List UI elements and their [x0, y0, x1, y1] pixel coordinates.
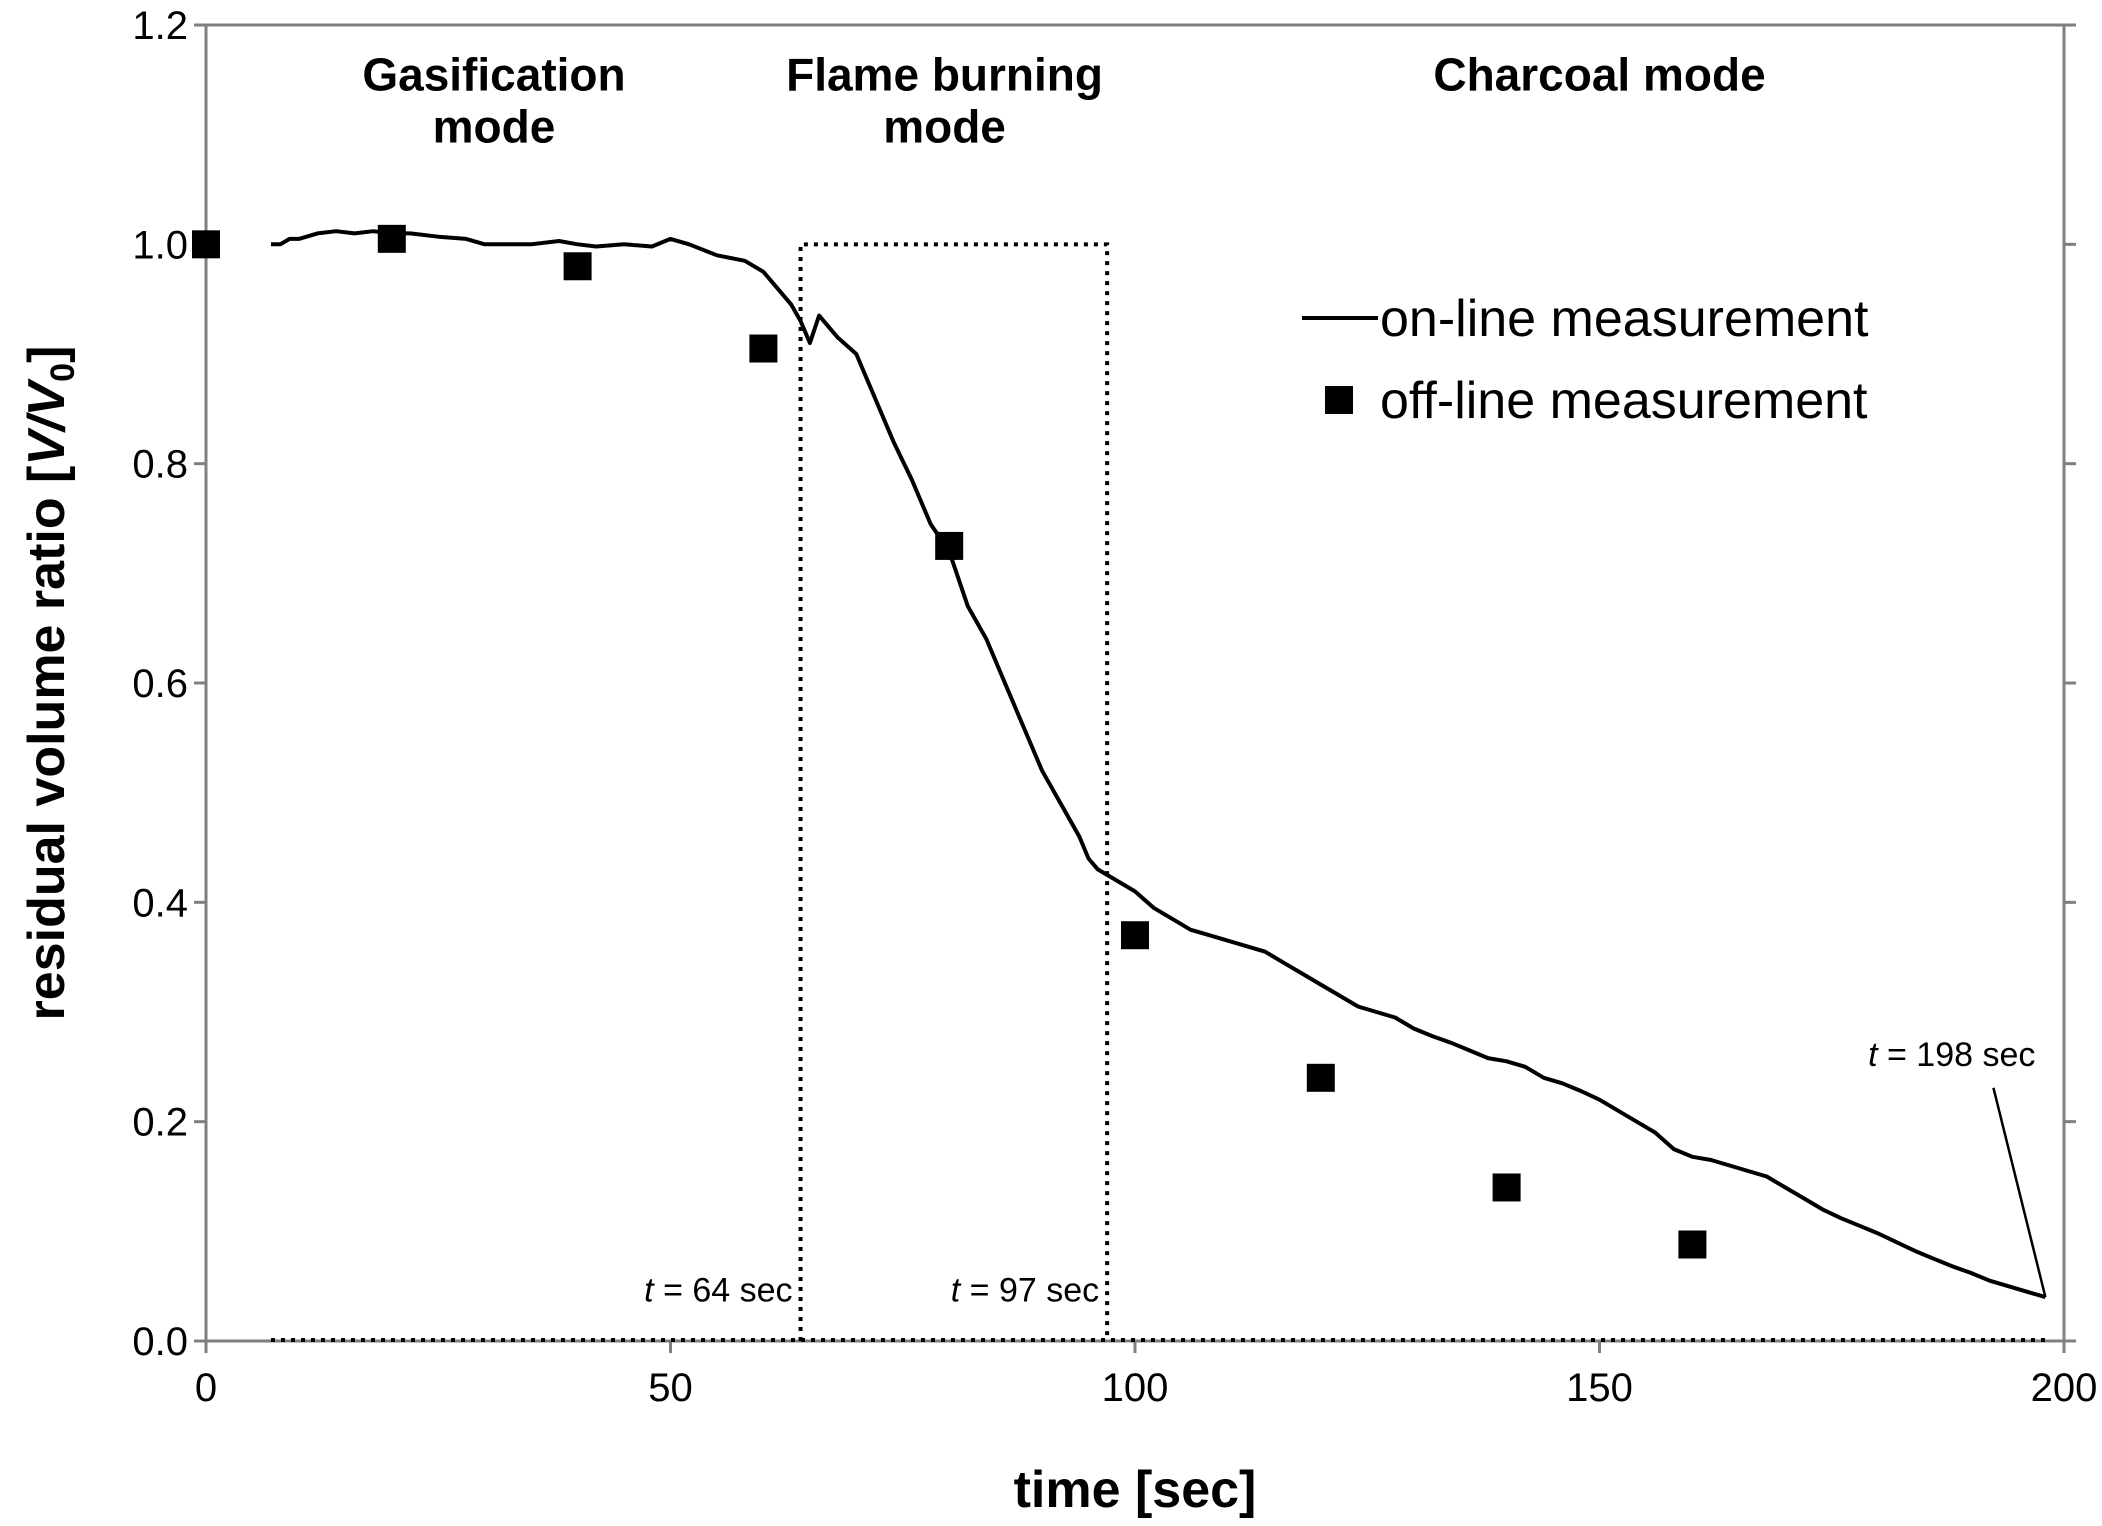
- y-tick-label: 0.8: [132, 443, 188, 487]
- time-annotation: t = 97 sec: [951, 1272, 1099, 1310]
- x-tick-label: 0: [195, 1366, 217, 1410]
- region-label: mode: [883, 100, 1006, 152]
- offline-point: [749, 334, 778, 363]
- x-tick-label: 100: [1102, 1366, 1169, 1410]
- y-tick-label: 0.0: [132, 1320, 188, 1364]
- annotation-t: t: [951, 1272, 962, 1310]
- annotation-leader-line: [1992, 1087, 2047, 1298]
- offline-point: [192, 230, 220, 259]
- y-tick-label: 1.2: [132, 4, 188, 48]
- annotation-text: = 64 sec: [654, 1272, 793, 1310]
- legend-offline-label: off-line measurement: [1380, 372, 1868, 430]
- y-axis-title-v: V: [18, 427, 76, 466]
- boundary-box-layer: [271, 242, 2046, 1342]
- series-line-layer: [271, 229, 2046, 1300]
- region-label: mode: [433, 100, 556, 152]
- offline-point: [1306, 1063, 1335, 1092]
- series-online-line: [271, 229, 2046, 1300]
- annotation-t: t: [644, 1272, 655, 1310]
- y-tick-label: 0.6: [132, 662, 188, 706]
- x-tick-label: 50: [648, 1366, 693, 1410]
- region-label: Flame burning: [786, 48, 1103, 100]
- offline-point: [1492, 1173, 1521, 1202]
- region-label: Gasification: [362, 48, 625, 100]
- y-axis-title-v0: V: [18, 377, 76, 416]
- time-annotation: t = 198 sec: [1868, 1036, 2035, 1074]
- legend-online-label: on-line measurement: [1380, 290, 1869, 348]
- ticks-layer: 0.0 0.2 0.4 0.6 0.8 1.0 1.2 0 50 100 150 200: [132, 4, 2097, 1410]
- plot-area: [204, 23, 2066, 1343]
- y-tick-label: 0.2: [132, 1101, 188, 1145]
- y-tick-label: 1.0: [132, 223, 188, 267]
- annotation-text: = 198 sec: [1878, 1036, 2036, 1074]
- y-axis-title-prefix: residual volume ratio [: [18, 466, 76, 1021]
- annotation-text: = 97 sec: [960, 1272, 1099, 1310]
- offline-point: [377, 224, 406, 253]
- x-axis-title: time [sec]: [1014, 1461, 1257, 1519]
- offline-point: [1678, 1230, 1707, 1259]
- flame-mode-boundary-box: [798, 242, 1110, 1341]
- y-axis-title-subscript: 0: [44, 363, 82, 382]
- offline-point: [1121, 921, 1149, 950]
- y-tick-label: 0.4: [132, 881, 188, 925]
- legend: on-line measurement off-line measurement: [1302, 290, 1869, 430]
- time-annotation: t = 64 sec: [644, 1272, 792, 1310]
- y-axis-title: residual volume ratio [V/V0]: [18, 346, 82, 1021]
- annotation-t: t: [1868, 1036, 1879, 1074]
- legend-marker-swatch: [1325, 386, 1353, 414]
- offline-point: [935, 531, 964, 560]
- series-marker-layer: [192, 224, 1707, 1259]
- offline-point: [563, 252, 592, 281]
- y-axis-title-suffix: ]: [18, 346, 76, 363]
- x-tick-label: 150: [1566, 1366, 1633, 1410]
- x-tick-label: 200: [2031, 1366, 2098, 1410]
- region-label: Charcoal mode: [1433, 48, 1765, 100]
